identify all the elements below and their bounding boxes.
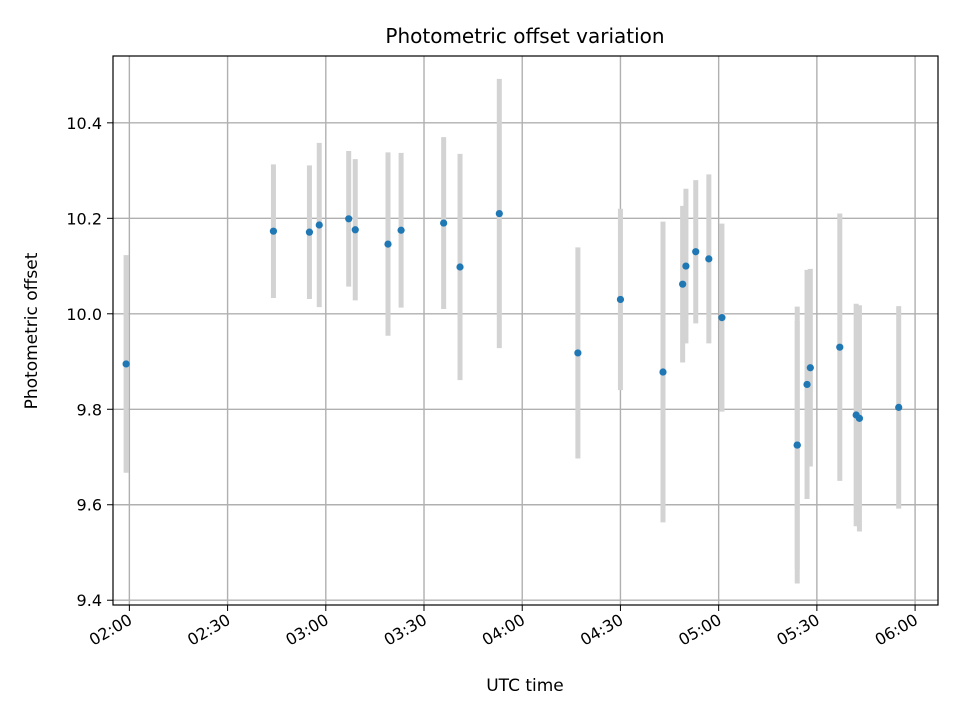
x-axis-ticks: 02:00 02:30 03:00 03:30 04:00 04:30 05:00 05:30… <box>86 605 921 650</box>
x-tick-label: 03:00 <box>282 610 331 650</box>
data-point <box>456 263 464 271</box>
y-tick-label: 10.0 <box>66 305 102 324</box>
x-tick-label: 03:30 <box>381 610 430 650</box>
data-point <box>718 314 726 322</box>
data-point <box>679 280 687 288</box>
y-tick-label: 9.6 <box>77 496 102 515</box>
data-point <box>806 364 814 372</box>
y-tick-label: 9.8 <box>77 400 102 419</box>
error-bars <box>123 78 902 584</box>
grid <box>113 56 938 605</box>
data-point <box>659 368 667 376</box>
y-tick-label: 10.4 <box>66 114 102 133</box>
data-point <box>692 248 700 256</box>
data-point <box>315 221 323 229</box>
data-point <box>397 226 405 234</box>
x-axis-label: UTC time <box>486 676 564 696</box>
data-point <box>793 441 801 449</box>
x-tick-label: 04:30 <box>577 610 626 650</box>
plot-area-frame <box>112 55 939 606</box>
x-tick-label: 04:00 <box>479 610 528 650</box>
data-point <box>122 360 130 368</box>
data-point <box>836 343 844 351</box>
data-point <box>616 295 625 304</box>
data-point <box>705 255 713 263</box>
data-point <box>803 380 811 389</box>
data-point <box>440 219 448 227</box>
x-tick-label: 05:00 <box>675 610 724 650</box>
data-point <box>351 226 359 234</box>
data-point <box>495 209 503 218</box>
y-tick-label: 9.4 <box>77 591 102 610</box>
y-axis-ticks: 9.4 9.6 9.8 10.0 10.2 10.4 <box>66 114 113 610</box>
data-point <box>384 240 392 248</box>
data-point <box>895 403 903 411</box>
data-point <box>855 414 864 422</box>
data-point <box>305 228 314 236</box>
chart-title: Photometric offset variation <box>385 24 664 48</box>
data-point <box>574 349 582 357</box>
y-axis-label: Photometric offset <box>22 252 42 409</box>
x-tick-label: 02:00 <box>86 610 135 650</box>
y-tick-label: 10.2 <box>66 209 102 228</box>
data-point <box>269 227 278 235</box>
x-tick-label: 05:30 <box>773 610 822 650</box>
x-tick-label: 02:30 <box>184 610 233 650</box>
x-tick-label: 06:00 <box>872 610 921 650</box>
data-point <box>345 215 353 223</box>
data-point <box>682 262 690 270</box>
data-points <box>122 209 903 449</box>
